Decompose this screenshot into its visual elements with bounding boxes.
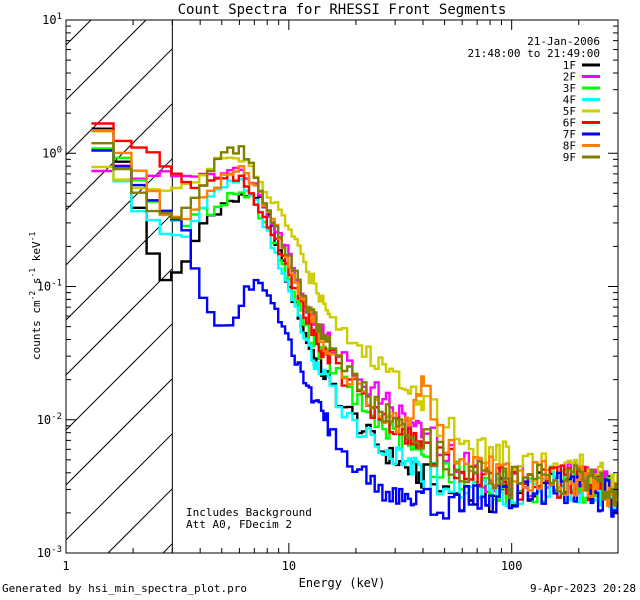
y-tick-label-0: 10-3: [37, 545, 62, 560]
y-tick-base: 10: [37, 280, 51, 294]
series-9F: [91, 142, 618, 507]
y-tick-exp: 0: [57, 145, 62, 155]
annotation-attenuator: Att A0, FDecim 2: [186, 518, 292, 531]
header-date: 21-Jan-2006: [527, 35, 600, 48]
hatch-line-8: [65, 378, 173, 486]
annotation-background: Includes Background: [186, 506, 312, 519]
footer-timestamp: 9-Apr-2023 20:28: [530, 582, 636, 595]
series-6F: [91, 122, 618, 506]
x-tick-label-1: 10: [282, 559, 296, 573]
hatched-region: [65, 19, 173, 554]
legend-label-7F: 7F: [563, 128, 576, 141]
y-tick-base: 10: [42, 146, 56, 160]
hatch-line-9: [65, 433, 173, 541]
legend-label-3F: 3F: [563, 82, 576, 95]
legend-label-5F: 5F: [563, 105, 576, 118]
y-tick-exp: -3: [51, 545, 62, 555]
y-tick-label-1: 10-2: [37, 412, 62, 427]
chart-title: Count Spectra for RHESSI Front Segments: [178, 2, 507, 18]
y-tick-label-4: 101: [42, 12, 62, 27]
x-tick-label-2: 100: [501, 559, 523, 573]
axis-ticks: [65, 19, 619, 554]
y-axis-label: counts cm-2 s-1 keV-1: [28, 232, 43, 360]
y-tick-exp: -1: [51, 279, 62, 289]
y-axis-label-s: s: [30, 278, 43, 291]
legend-label-8F: 8F: [563, 140, 576, 153]
y-axis-label-counts: counts cm: [30, 300, 43, 360]
y-tick-exp: -2: [51, 412, 62, 422]
y-tick-base: 10: [42, 13, 56, 27]
header-time-range: 21:48:00 to 21:49:00: [468, 47, 600, 60]
y-axis-label-exp2: -1: [28, 268, 37, 278]
x-tick-label-0: 1: [62, 559, 69, 573]
legend-label-2F: 2F: [563, 71, 576, 84]
y-tick-label-3: 100: [42, 145, 62, 160]
y-tick-label-2: 10-1: [37, 279, 62, 294]
x-tick-labels: 1 10 100: [62, 559, 522, 573]
x-axis-label: Energy (keV): [299, 576, 386, 590]
legend-label-4F: 4F: [563, 94, 576, 107]
legend-label-9F: 9F: [563, 151, 576, 164]
y-axis-label-exp1: -2: [28, 291, 37, 301]
hatch-line-11: [162, 543, 173, 554]
y-axis-label-kev: keV: [30, 241, 43, 268]
hatch-line-5: [65, 213, 173, 321]
hatch-line-6: [65, 268, 173, 376]
hatch-line-1: [65, 19, 147, 101]
series-5F: [91, 156, 618, 499]
y-tick-exp: 1: [57, 12, 62, 22]
y-axis-label-exp3: -1: [28, 232, 37, 242]
series-7F: [91, 149, 618, 520]
hatch-line-2: [65, 48, 173, 156]
y-tick-base: 10: [37, 413, 51, 427]
legend-label-6F: 6F: [563, 117, 576, 130]
hatch-line-7: [65, 323, 173, 431]
series-layer: [91, 122, 618, 520]
footer-generated-by: Generated by hsi_min_spectra_plot.pro: [2, 582, 248, 595]
hatch-line-10: [107, 488, 173, 554]
y-tick-base: 10: [37, 546, 51, 560]
legend-label-1F: 1F: [563, 59, 576, 72]
